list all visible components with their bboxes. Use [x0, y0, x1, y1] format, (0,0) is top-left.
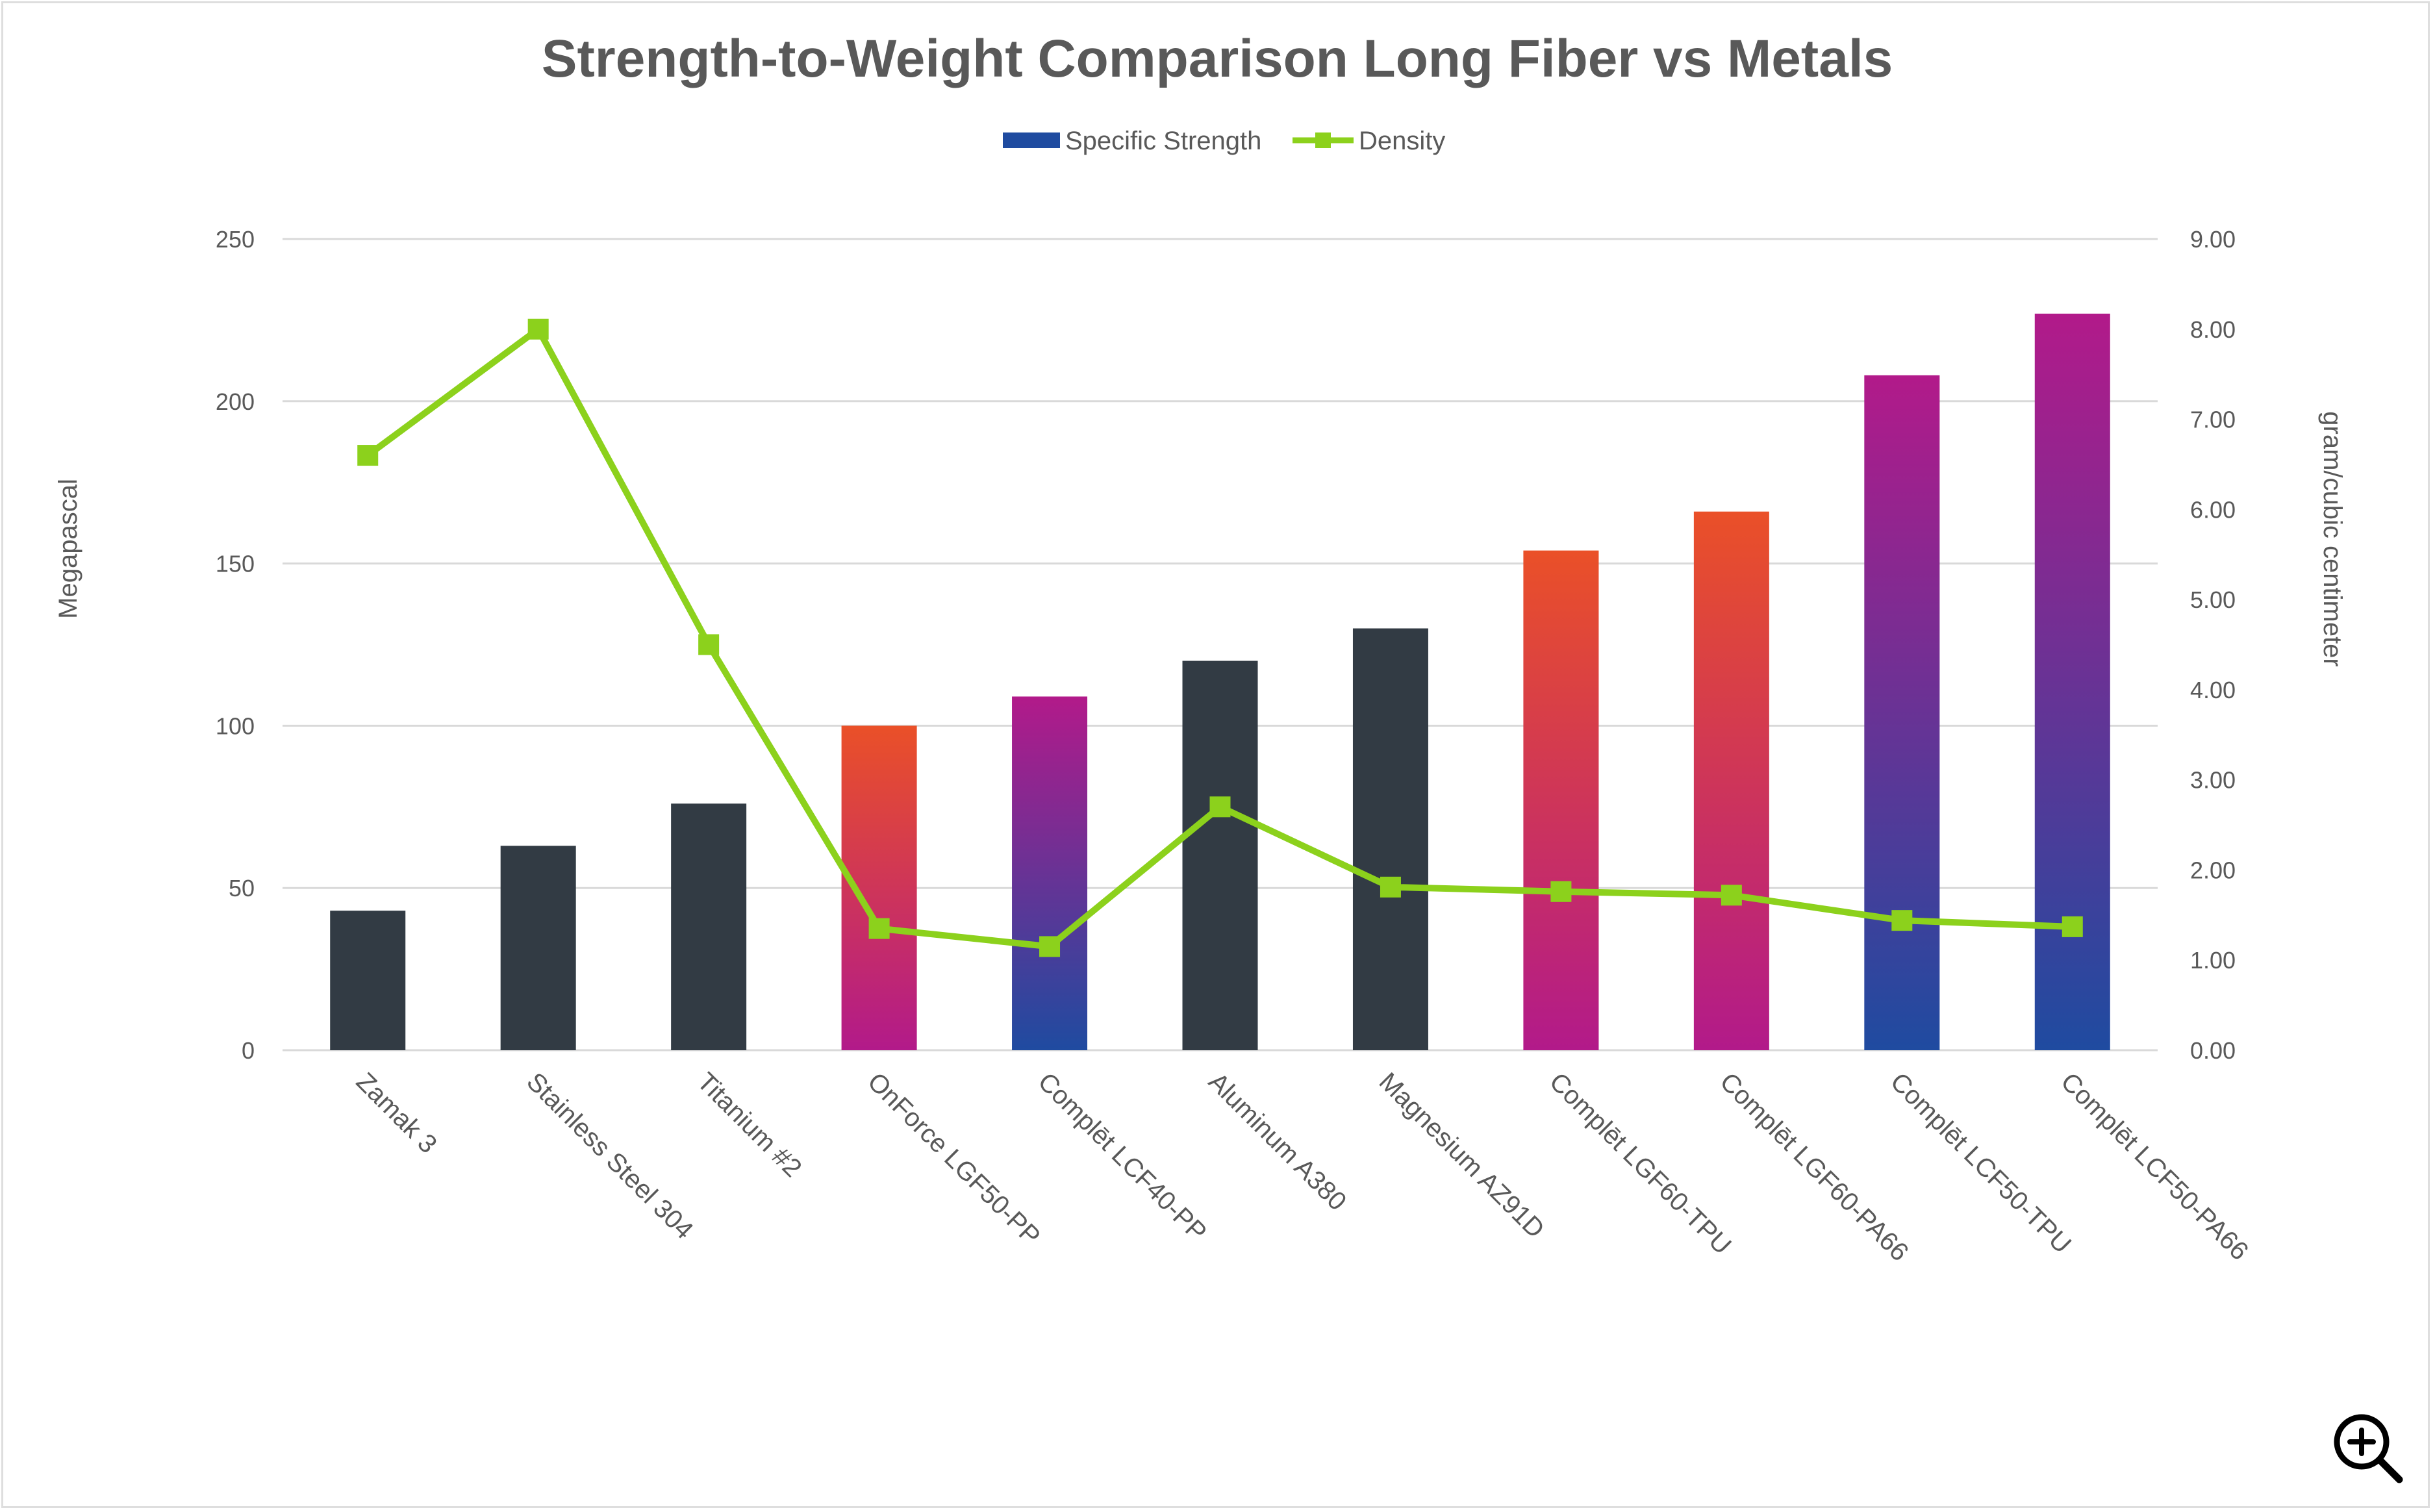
density-marker-3 [698, 634, 720, 655]
right-tick-label: 1.00 [2190, 947, 2236, 974]
bar-1 [330, 911, 406, 1050]
left-tick-label: 50 [229, 875, 255, 901]
density-marker-10 [1891, 910, 1913, 931]
right-axis-title: gram/cubic centimeter [2318, 411, 2347, 666]
right-tick-label: 2.00 [2190, 857, 2236, 883]
bar-8 [1523, 550, 1599, 1050]
right-tick-label: 4.00 [2190, 677, 2236, 703]
bar-series-specific-strength [330, 313, 2110, 1051]
density-marker-6 [1209, 796, 1231, 818]
density-marker-8 [1550, 881, 1572, 902]
density-marker-1 [357, 445, 379, 466]
right-tick-label: 3.00 [2190, 767, 2236, 794]
left-axis-ticks: 0 50 100 150 200 250 [216, 226, 255, 1064]
left-tick-label: 250 [216, 226, 255, 253]
legend-label-specific-strength: Specific Strength [1065, 127, 1261, 155]
bar-10 [1864, 375, 1940, 1050]
density-marker-4 [868, 918, 890, 939]
legend-swatch-specific-strength [1003, 132, 1060, 148]
right-tick-label: 7.00 [2190, 407, 2236, 433]
legend-label-density: Density [1359, 127, 1445, 155]
density-marker-11 [2062, 916, 2083, 937]
bar-3 [671, 803, 747, 1050]
bar-6 [1182, 661, 1258, 1050]
category-label: Complēt LCF50-TPU [1885, 1067, 2076, 1259]
left-tick-label: 150 [216, 551, 255, 577]
category-label: OnForce LGF50-PP [862, 1067, 1046, 1251]
bar-9 [1693, 511, 1769, 1050]
zoom-in-button[interactable] [2329, 1409, 2407, 1487]
category-label: Stainless Steel 304 [521, 1067, 698, 1244]
zoom-in-icon [2334, 1414, 2403, 1483]
category-label: Titanium #2 [692, 1067, 807, 1183]
bar-11 [2034, 313, 2110, 1051]
gridlines [283, 238, 2158, 1052]
right-tick-label: 6.00 [2190, 496, 2236, 523]
right-axis-ticks: 0.00 1.00 2.00 3.00 4.00 5.00 6.00 7.00 8.00 9.00 [2190, 226, 2236, 1064]
density-marker-7 [1380, 876, 1401, 898]
category-label: Complēt LCF50-PA66 [2055, 1067, 2254, 1266]
legend-marker-density [1315, 132, 1331, 148]
bar-2 [500, 846, 576, 1050]
left-tick-label: 0 [242, 1037, 255, 1064]
line-series-density [357, 318, 2083, 957]
category-label: Magnesium AZ91D [1374, 1067, 1550, 1244]
category-label: Complēt LGF60-PA66 [1714, 1067, 1913, 1266]
left-tick-label: 200 [216, 388, 255, 415]
chart-title: Strength-to-Weight Comparison Long Fiber… [542, 29, 1893, 88]
category-label: Aluminum A380 [1203, 1067, 1352, 1216]
left-tick-label: 100 [216, 712, 255, 739]
category-label: Complēt LCF40-PP [1033, 1067, 1212, 1246]
right-tick-label: 5.00 [2190, 586, 2236, 613]
category-label: Complēt LGF60-TPU [1544, 1067, 1737, 1260]
right-tick-label: 8.00 [2190, 316, 2236, 343]
bar-7 [1352, 628, 1428, 1050]
category-label: Zamak 3 [351, 1067, 442, 1159]
density-marker-9 [1721, 885, 1742, 906]
left-axis-title: Megapascal [54, 479, 82, 619]
density-marker-5 [1039, 936, 1061, 957]
bar-5 [1012, 696, 1088, 1050]
right-tick-label: 9.00 [2190, 226, 2236, 253]
right-tick-label: 0.00 [2190, 1037, 2236, 1064]
density-marker-2 [527, 318, 549, 340]
legend: Specific Strength Density [1003, 127, 1445, 155]
